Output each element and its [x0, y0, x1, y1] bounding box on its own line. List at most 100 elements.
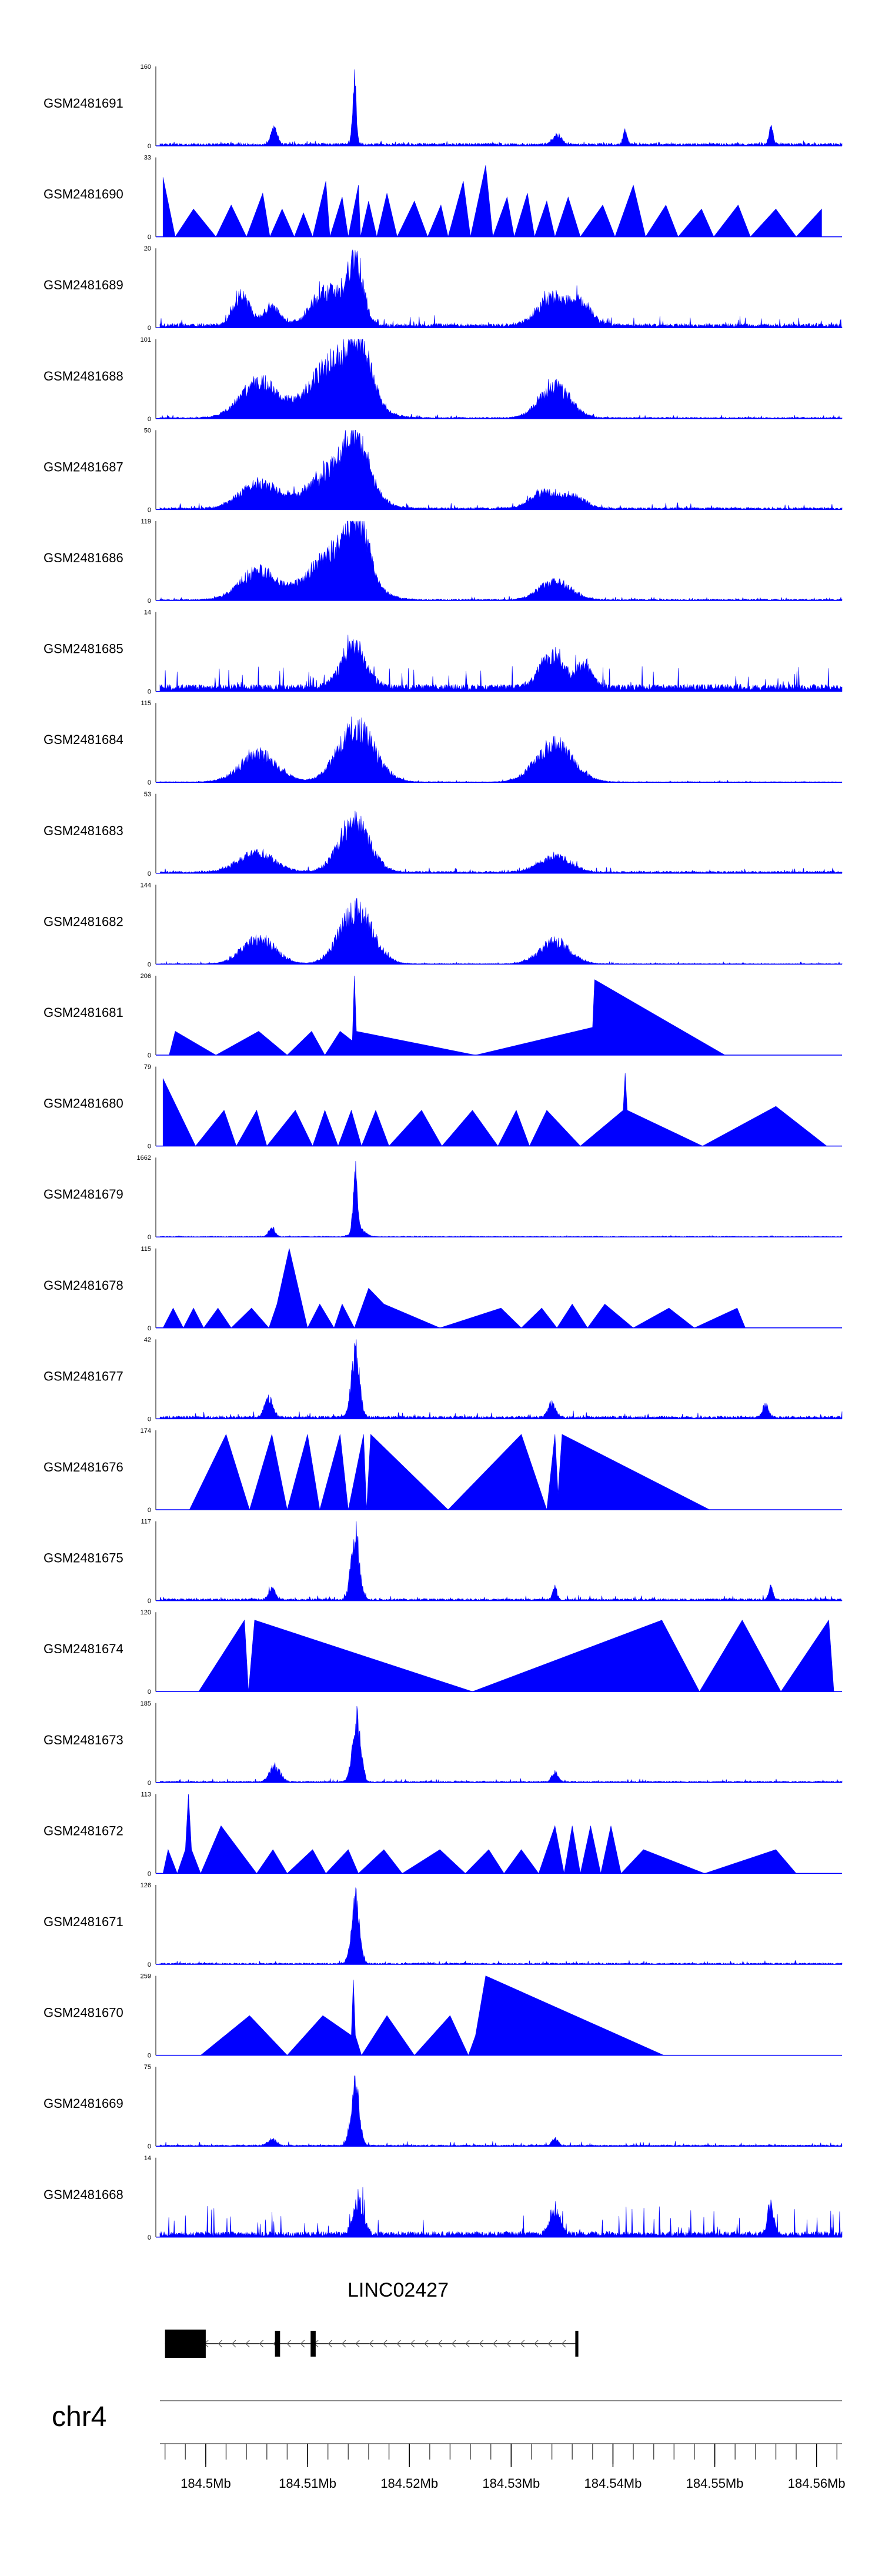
coverage-area	[198, 1619, 834, 1692]
track-label: GSM2481681	[44, 1005, 123, 1020]
track-min-label: 0	[148, 779, 151, 786]
chromosome-label: chr4	[52, 2401, 106, 2432]
track-GSM2481670: GSM2481670 259 0	[44, 1973, 842, 2060]
gene-exon	[165, 2330, 206, 2358]
strand-arrow	[259, 2340, 264, 2348]
coverage-area	[159, 1887, 843, 1965]
track-label: GSM2481680	[44, 1096, 123, 1111]
strand-arrow	[245, 2340, 250, 2348]
strand-arrow	[342, 2340, 346, 2348]
axis-tick-label: 184.55Mb	[686, 2476, 744, 2491]
track-GSM2481680: GSM2481680 79 0	[44, 1064, 842, 1150]
track-GSM2481668: GSM2481668 14 0	[44, 2155, 843, 2241]
coverage-area	[159, 897, 843, 965]
track-min-label: 0	[148, 234, 151, 241]
coverage-area	[159, 69, 843, 146]
coverage-area	[159, 2076, 843, 2147]
track-max-label: 115	[141, 700, 151, 707]
track-GSM2481691: GSM2481691 160 0	[44, 64, 843, 150]
track-GSM2481669: GSM2481669 75 0	[44, 2064, 843, 2150]
gene-exon	[575, 2331, 579, 2357]
strand-arrow	[562, 2340, 566, 2348]
track-label: GSM2481689	[44, 278, 123, 292]
track-GSM2481684: GSM2481684 115 0	[44, 700, 843, 786]
track-GSM2481677: GSM2481677 42 0	[44, 1336, 843, 1423]
track-label: GSM2481672	[44, 1823, 123, 1838]
track-min-label: 0	[148, 416, 151, 423]
track-max-label: 206	[141, 973, 151, 980]
gene-exon	[275, 2331, 280, 2357]
track-max-label: 160	[141, 64, 151, 71]
strand-arrow	[396, 2340, 401, 2348]
strand-arrow	[452, 2340, 456, 2348]
coverage-area	[159, 716, 843, 783]
gene-exon	[310, 2331, 316, 2357]
coverage-area	[162, 1248, 799, 1329]
track-label: GSM2481683	[44, 823, 123, 838]
track-min-label: 0	[148, 325, 151, 332]
axis-tick-label: 184.52Mb	[380, 2476, 438, 2491]
track-min-label: 0	[148, 598, 151, 605]
track-max-label: 14	[144, 609, 151, 616]
track-max-label: 79	[144, 1064, 151, 1071]
track-label: GSM2481670	[44, 2006, 123, 2020]
track-label: GSM2481679	[44, 1187, 123, 1202]
coverage-area	[159, 1339, 843, 1419]
track-GSM2481679: GSM2481679 1662 0	[44, 1154, 843, 1241]
track-GSM2481682: GSM2481682 144 0	[44, 882, 843, 968]
strand-arrow	[465, 2340, 470, 2348]
coverage-area	[159, 810, 843, 874]
track-min-label: 0	[148, 1507, 151, 1514]
coverage-area	[159, 338, 843, 419]
track-min-label: 0	[148, 506, 151, 513]
track-min-label: 0	[148, 1416, 151, 1423]
strand-arrow	[355, 2340, 360, 2348]
track-GSM2481678: GSM2481678 115 0	[44, 1246, 842, 1332]
track-max-label: 117	[141, 1519, 151, 1526]
track-label: GSM2481687	[44, 459, 123, 474]
track-GSM2481687: GSM2481687 50 0	[44, 427, 843, 513]
coverage-area	[159, 2187, 843, 2238]
track-max-label: 101	[141, 336, 151, 343]
coverage-area	[162, 165, 822, 238]
track-min-label: 0	[148, 1234, 151, 1241]
strand-arrow	[300, 2340, 305, 2348]
track-min-label: 0	[148, 961, 151, 968]
coverage-tracks: GSM2481691 160 0 GSM2481690 33 0 GSM2481689 20 0…	[44, 64, 843, 2241]
coverage-area	[159, 249, 843, 328]
coverage-area	[189, 1433, 710, 1511]
track-GSM2481686: GSM2481686 119 0	[44, 518, 843, 605]
track-min-label: 0	[148, 870, 151, 877]
gene-annotation-track: LINC02427	[165, 2279, 579, 2358]
track-label: GSM2481688	[44, 369, 123, 383]
strand-arrow	[286, 2340, 291, 2348]
coverage-area	[200, 1976, 664, 2056]
strand-arrow	[479, 2340, 484, 2348]
track-GSM2481689: GSM2481689 20 0	[44, 245, 843, 332]
track-min-label: 0	[148, 1780, 151, 1787]
track-max-label: 174	[141, 1427, 151, 1434]
strand-arrow	[369, 2340, 374, 2348]
strand-arrow	[410, 2340, 415, 2348]
track-max-label: 120	[141, 1609, 151, 1616]
track-max-label: 126	[141, 1882, 151, 1889]
track-GSM2481683: GSM2481683 53 0	[44, 791, 843, 877]
track-min-label: 0	[148, 1870, 151, 1877]
track-GSM2481675: GSM2481675 117 0	[44, 1519, 843, 1605]
strand-arrow	[328, 2340, 332, 2348]
track-GSM2481673: GSM2481673 185 0	[44, 1700, 843, 1787]
track-GSM2481672: GSM2481672 113 0	[44, 1791, 842, 1877]
track-label: GSM2481669	[44, 2096, 123, 2111]
track-label: GSM2481684	[44, 732, 123, 747]
track-label: GSM2481678	[44, 1278, 123, 1293]
coverage-area	[159, 1521, 843, 1601]
track-GSM2481690: GSM2481690 33 0	[44, 155, 842, 241]
track-GSM2481674: GSM2481674 120 0	[44, 1609, 842, 1696]
coverage-area	[162, 1794, 797, 1874]
track-label: GSM2481674	[44, 1641, 123, 1656]
track-min-label: 0	[148, 1961, 151, 1968]
track-GSM2481685: GSM2481685 14 0	[44, 609, 843, 696]
track-label: GSM2481686	[44, 550, 123, 565]
track-label: GSM2481673	[44, 1733, 123, 1747]
